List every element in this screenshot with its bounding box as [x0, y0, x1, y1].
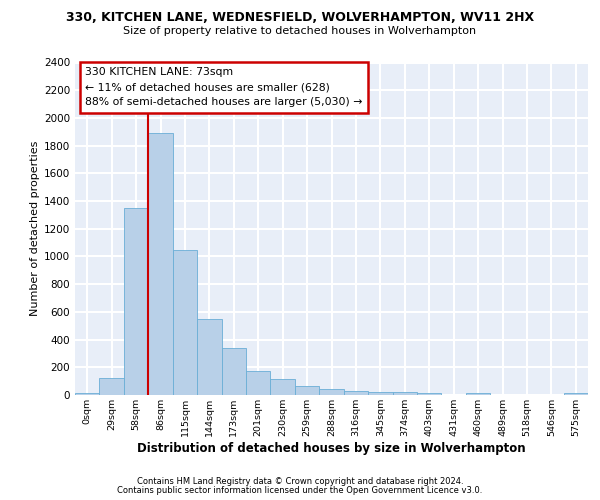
Bar	[124, 208, 148, 395]
Bar	[295, 386, 319, 395]
Bar	[173, 250, 197, 395]
X-axis label: Distribution of detached houses by size in Wolverhampton: Distribution of detached houses by size …	[137, 442, 526, 454]
Text: Contains HM Land Registry data © Crown copyright and database right 2024.: Contains HM Land Registry data © Crown c…	[137, 477, 463, 486]
Bar	[100, 378, 124, 395]
Bar	[392, 392, 417, 395]
Bar	[221, 348, 246, 395]
Bar	[246, 372, 271, 395]
Bar	[563, 393, 588, 395]
Bar	[344, 391, 368, 395]
Text: 330, KITCHEN LANE, WEDNESFIELD, WOLVERHAMPTON, WV11 2HX: 330, KITCHEN LANE, WEDNESFIELD, WOLVERHA…	[66, 11, 534, 24]
Bar	[466, 393, 490, 395]
Bar	[75, 393, 100, 395]
Bar	[197, 320, 221, 395]
Text: Size of property relative to detached houses in Wolverhampton: Size of property relative to detached ho…	[124, 26, 476, 36]
Y-axis label: Number of detached properties: Number of detached properties	[30, 141, 40, 316]
Text: 330 KITCHEN LANE: 73sqm
← 11% of detached houses are smaller (628)
88% of semi-d: 330 KITCHEN LANE: 73sqm ← 11% of detache…	[85, 68, 362, 107]
Bar	[417, 393, 442, 395]
Bar	[271, 379, 295, 395]
Bar	[319, 390, 344, 395]
Bar	[148, 133, 173, 395]
Text: Contains public sector information licensed under the Open Government Licence v3: Contains public sector information licen…	[118, 486, 482, 495]
Bar	[368, 392, 392, 395]
